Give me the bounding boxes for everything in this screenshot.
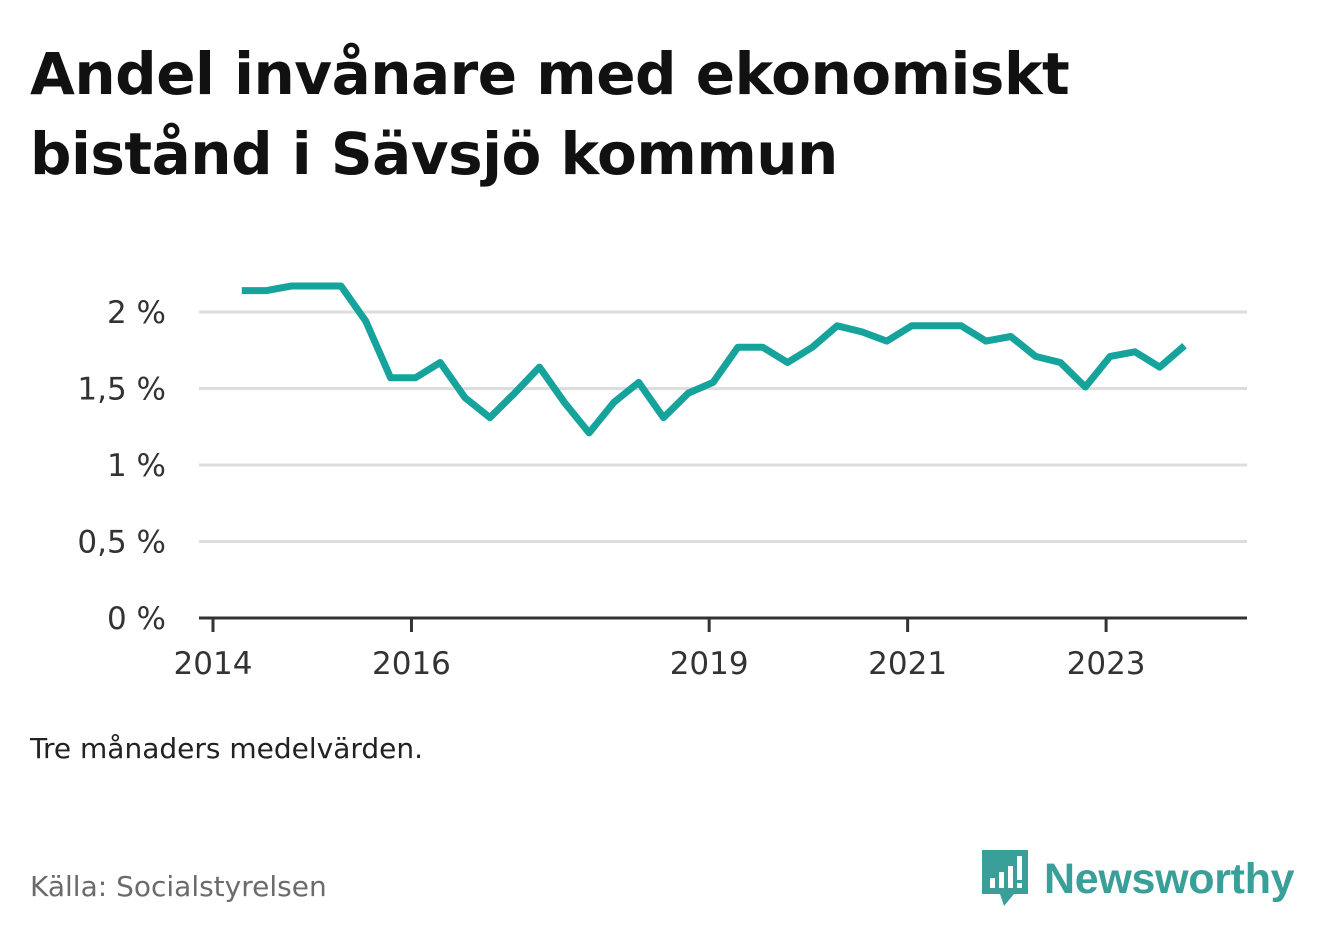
brand-name: Newsworthy (1044, 854, 1295, 903)
grid-lines (199, 310, 1247, 543)
x-tick-label-4: 2023 (1067, 646, 1146, 682)
series-line-0 (241, 282, 1187, 437)
brand-logo: Newsworthy (980, 848, 1295, 910)
x-tick-label-0: 2014 (174, 646, 253, 682)
y-tick-label-2: 1 % (107, 448, 166, 484)
chart-title: Andel invånare med ekonomiskt bistånd i … (30, 34, 1290, 194)
y-tick-label-4: 2 % (107, 295, 166, 331)
x-tick-label-1: 2016 (372, 646, 451, 682)
x-axis: 2014 2016 2019 2021 2023 (174, 616, 1247, 682)
chart-title-line-2: bistånd i Sävsjö kommun (30, 120, 838, 188)
y-tick-label-1: 0,5 % (77, 525, 166, 561)
chart-note: Tre månaders medelvärden. (30, 732, 424, 765)
source-text: Källa: Socialstyrelsen (30, 870, 327, 903)
y-tick-label-0: 0 % (107, 601, 166, 637)
series-layer (241, 282, 1187, 437)
chart-title-line-1: Andel invånare med ekonomiskt (30, 40, 1070, 108)
x-tick-label-3: 2021 (868, 646, 947, 682)
x-tick-label-2: 2019 (670, 646, 749, 682)
y-tick-label-3: 1,5 % (77, 372, 166, 408)
y-axis-tick-labels: 0 % 0,5 % 1 % 1,5 % 2 % (77, 295, 166, 637)
newsworthy-chart-bubble-icon (982, 850, 1028, 906)
line-chart: 0 % 0,5 % 1 % 1,5 % 2 % 2014 2016 2019 2021 2023 (77, 282, 1247, 682)
